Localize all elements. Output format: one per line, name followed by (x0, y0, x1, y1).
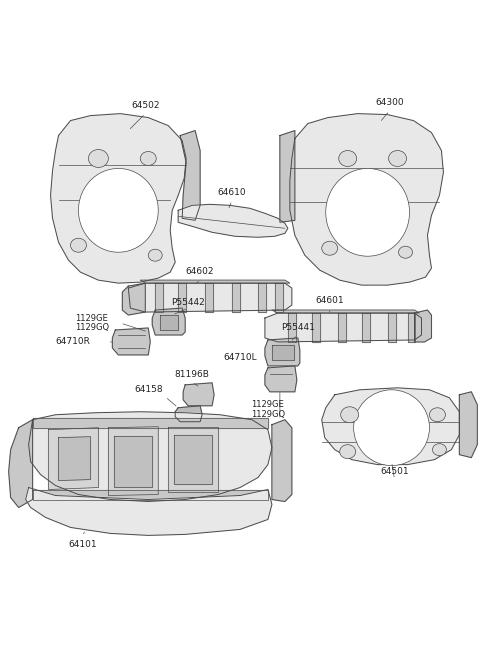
Polygon shape (175, 406, 202, 422)
Ellipse shape (88, 149, 108, 168)
Ellipse shape (432, 443, 446, 456)
Polygon shape (265, 366, 297, 392)
Ellipse shape (398, 246, 412, 258)
Text: 64710L: 64710L (223, 354, 257, 362)
Polygon shape (178, 204, 288, 237)
Text: 64502: 64502 (131, 101, 159, 110)
Polygon shape (168, 426, 218, 491)
Polygon shape (114, 436, 152, 487)
Polygon shape (361, 313, 370, 342)
Text: 64610: 64610 (218, 188, 246, 197)
Polygon shape (290, 113, 444, 285)
Polygon shape (312, 313, 320, 342)
Ellipse shape (389, 151, 407, 166)
Polygon shape (288, 313, 296, 342)
Text: P55442: P55442 (171, 297, 205, 307)
Polygon shape (322, 388, 459, 464)
Text: 1129GQ: 1129GQ (251, 410, 285, 419)
Text: 81196B: 81196B (175, 370, 210, 379)
Ellipse shape (341, 407, 359, 422)
Polygon shape (205, 283, 213, 312)
Polygon shape (415, 310, 432, 342)
Text: 1129GE: 1129GE (252, 400, 284, 409)
Polygon shape (108, 426, 158, 496)
Polygon shape (265, 338, 300, 366)
Ellipse shape (322, 241, 338, 255)
Ellipse shape (78, 168, 158, 252)
Ellipse shape (140, 151, 156, 166)
Polygon shape (25, 487, 272, 535)
Polygon shape (50, 113, 186, 283)
Text: P55441: P55441 (281, 324, 315, 333)
Polygon shape (280, 130, 295, 222)
Polygon shape (155, 283, 163, 312)
Text: 64300: 64300 (375, 98, 404, 107)
Polygon shape (174, 435, 212, 483)
Polygon shape (140, 280, 290, 283)
Text: 64601: 64601 (315, 295, 344, 305)
Polygon shape (48, 428, 98, 489)
Polygon shape (112, 328, 150, 355)
Polygon shape (265, 313, 421, 342)
Ellipse shape (339, 151, 357, 166)
Text: 64101: 64101 (68, 540, 97, 549)
Text: 1129GQ: 1129GQ (75, 324, 109, 333)
Polygon shape (408, 313, 416, 342)
Polygon shape (33, 418, 268, 428)
Polygon shape (183, 383, 214, 406)
Polygon shape (178, 283, 186, 312)
Polygon shape (272, 420, 292, 502)
Polygon shape (387, 313, 396, 342)
Polygon shape (152, 308, 185, 335)
Polygon shape (29, 412, 272, 502)
Polygon shape (33, 489, 268, 500)
Polygon shape (122, 283, 145, 315)
Ellipse shape (430, 408, 445, 422)
Polygon shape (160, 315, 178, 330)
Text: 64602: 64602 (186, 267, 215, 276)
Text: 64501: 64501 (380, 467, 409, 476)
Polygon shape (180, 130, 200, 220)
Text: 1129GE: 1129GE (75, 314, 108, 322)
Polygon shape (59, 437, 90, 481)
Polygon shape (232, 283, 240, 312)
Ellipse shape (71, 238, 86, 252)
Text: 64710R: 64710R (56, 337, 90, 346)
Polygon shape (338, 313, 346, 342)
Text: 64158: 64158 (134, 385, 163, 394)
Ellipse shape (326, 168, 409, 256)
Polygon shape (128, 283, 292, 312)
Polygon shape (258, 283, 266, 312)
Polygon shape (272, 345, 294, 360)
Polygon shape (9, 420, 33, 508)
Polygon shape (459, 392, 477, 458)
Polygon shape (275, 283, 283, 312)
Ellipse shape (340, 445, 356, 458)
Ellipse shape (148, 249, 162, 261)
Ellipse shape (354, 390, 430, 466)
Polygon shape (272, 310, 420, 313)
